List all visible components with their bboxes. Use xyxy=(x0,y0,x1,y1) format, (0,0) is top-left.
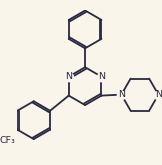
Text: N: N xyxy=(98,72,105,81)
Text: CF₃: CF₃ xyxy=(0,135,15,145)
Text: N: N xyxy=(155,90,162,99)
Text: N: N xyxy=(118,90,125,99)
Text: N: N xyxy=(65,72,72,81)
